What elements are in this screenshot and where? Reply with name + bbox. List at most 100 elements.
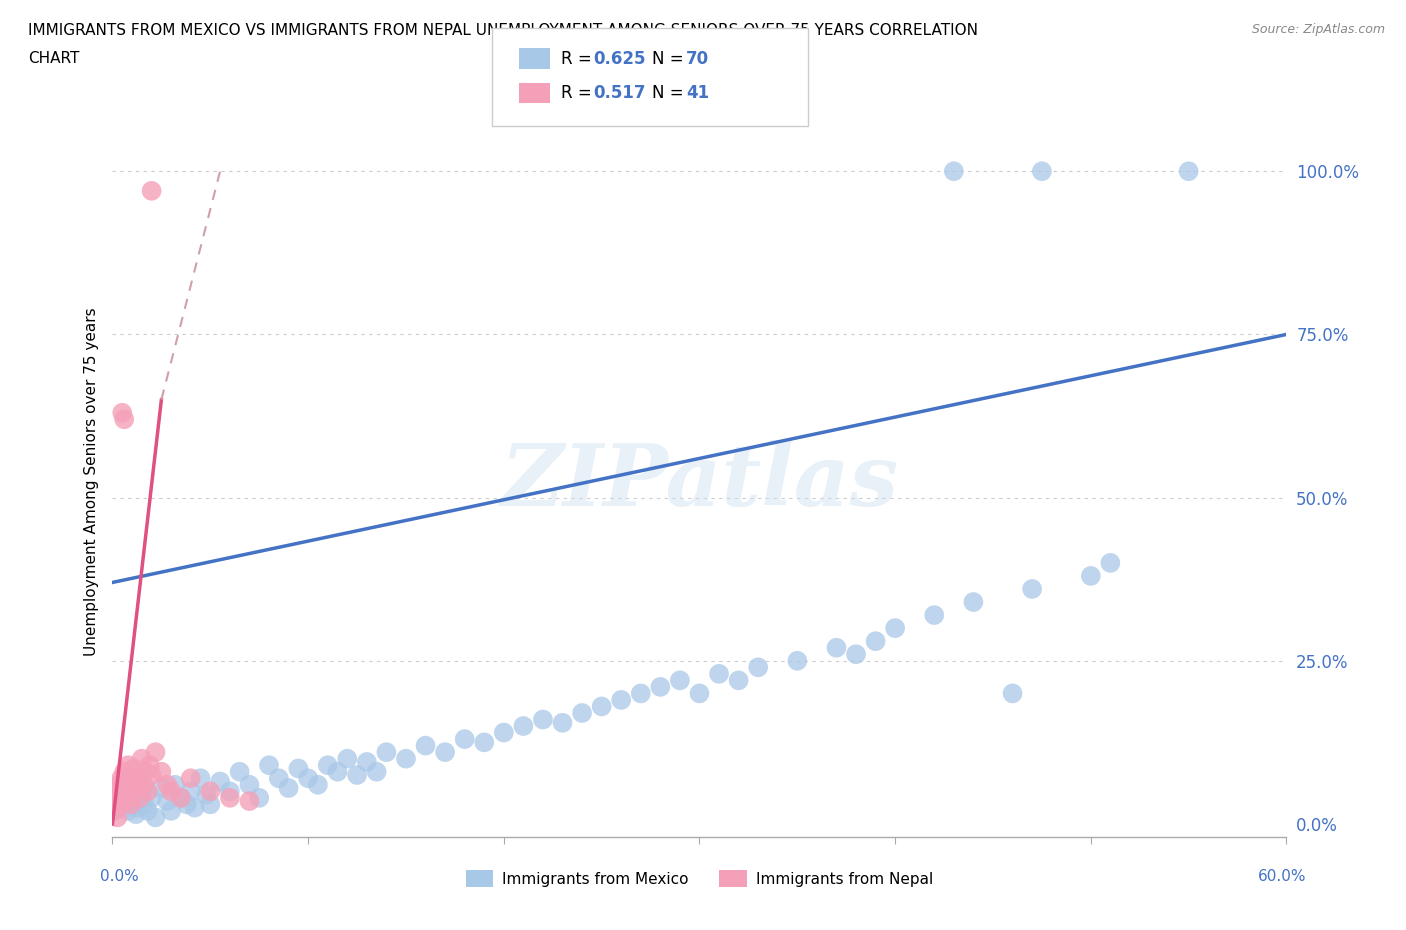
Point xyxy=(115,790,138,805)
Text: 70: 70 xyxy=(686,49,709,68)
Point xyxy=(121,793,143,808)
Text: IMMIGRANTS FROM MEXICO VS IMMIGRANTS FROM NEPAL UNEMPLOYMENT AMONG SENIORS OVER : IMMIGRANTS FROM MEXICO VS IMMIGRANTS FRO… xyxy=(28,23,979,38)
Point xyxy=(180,771,202,786)
Point xyxy=(120,771,142,786)
Point xyxy=(375,745,398,760)
Point xyxy=(228,764,250,779)
Point xyxy=(145,745,167,760)
Point xyxy=(277,780,299,795)
Point xyxy=(121,774,143,789)
Point xyxy=(492,725,515,740)
Point xyxy=(307,777,329,792)
Point xyxy=(114,793,136,808)
Text: R =: R = xyxy=(561,84,598,102)
Point xyxy=(107,790,129,805)
Point xyxy=(922,607,945,622)
Point xyxy=(825,640,848,655)
Point xyxy=(247,790,270,805)
Point xyxy=(287,761,309,776)
Point xyxy=(117,758,139,773)
Text: N =: N = xyxy=(652,84,689,102)
Point xyxy=(127,800,149,815)
Point xyxy=(650,680,672,695)
Point xyxy=(105,784,128,799)
Point xyxy=(156,793,179,808)
Point xyxy=(238,777,260,792)
Point xyxy=(415,738,437,753)
Point xyxy=(238,793,260,808)
Point xyxy=(117,804,139,818)
Text: 0.625: 0.625 xyxy=(593,49,645,68)
Point xyxy=(112,412,135,427)
Point xyxy=(107,800,129,815)
Point xyxy=(105,810,128,825)
Point xyxy=(200,784,222,799)
Point xyxy=(180,784,202,799)
Point xyxy=(122,761,145,776)
Point xyxy=(326,764,349,779)
Point xyxy=(135,764,157,779)
Point xyxy=(336,751,359,766)
Point xyxy=(170,790,193,805)
Point xyxy=(156,777,179,792)
Point xyxy=(689,686,711,701)
Point xyxy=(1099,555,1122,570)
Point xyxy=(160,784,183,799)
Point xyxy=(115,790,138,805)
Point xyxy=(1021,581,1043,596)
Point xyxy=(190,771,212,786)
Point xyxy=(112,780,135,795)
Point xyxy=(127,771,149,786)
Point xyxy=(1001,686,1024,701)
Point xyxy=(150,780,173,795)
Text: ZIPatlas: ZIPatlas xyxy=(501,440,898,523)
Point xyxy=(110,797,132,812)
Point xyxy=(125,806,148,821)
Point xyxy=(531,712,554,727)
Point xyxy=(183,800,205,815)
Point xyxy=(942,164,965,179)
Legend: Immigrants from Mexico, Immigrants from Nepal: Immigrants from Mexico, Immigrants from … xyxy=(460,864,939,894)
Point xyxy=(136,784,159,799)
Point xyxy=(1080,568,1102,583)
Point xyxy=(125,780,148,795)
Point xyxy=(138,758,160,773)
Point xyxy=(1177,164,1199,179)
Point xyxy=(707,667,730,682)
Point xyxy=(195,787,218,802)
Text: Source: ZipAtlas.com: Source: ZipAtlas.com xyxy=(1251,23,1385,36)
Point xyxy=(111,787,134,802)
Point xyxy=(111,405,134,420)
Point xyxy=(346,767,368,782)
Point xyxy=(136,804,159,818)
Point xyxy=(112,764,135,779)
Point xyxy=(356,754,378,769)
Point xyxy=(453,732,475,747)
Text: CHART: CHART xyxy=(28,51,80,66)
Point xyxy=(170,790,193,805)
Point xyxy=(200,797,222,812)
Point xyxy=(115,777,138,792)
Point xyxy=(176,797,198,812)
Point xyxy=(120,797,142,812)
Point xyxy=(297,771,319,786)
Point xyxy=(165,777,187,792)
Text: 41: 41 xyxy=(686,84,709,102)
Point xyxy=(209,774,232,789)
Point xyxy=(747,660,769,675)
Point xyxy=(267,771,290,786)
Point xyxy=(434,745,457,760)
Point xyxy=(865,633,887,648)
Point xyxy=(108,777,131,792)
Point xyxy=(316,758,339,773)
Point xyxy=(218,790,242,805)
Point xyxy=(786,654,808,669)
Point xyxy=(1031,164,1053,179)
Point xyxy=(131,784,153,799)
Point xyxy=(141,767,163,782)
Point xyxy=(103,804,125,818)
Text: 60.0%: 60.0% xyxy=(1258,869,1306,883)
Point xyxy=(551,715,574,730)
Point xyxy=(512,719,534,734)
Point xyxy=(727,673,749,688)
